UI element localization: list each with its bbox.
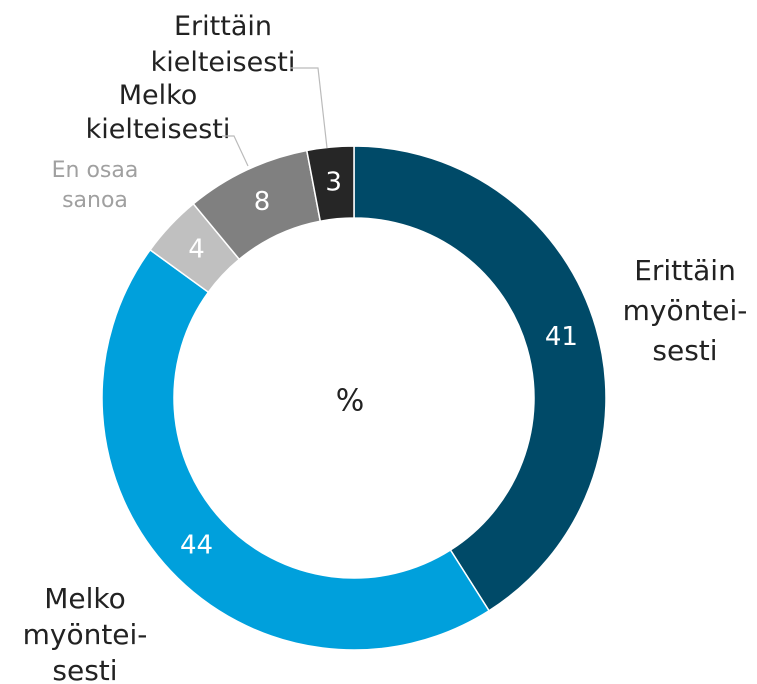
category-label: Melko myöntei-sesti bbox=[23, 582, 148, 684]
value-label: 4 bbox=[188, 235, 205, 265]
value-label: 3 bbox=[325, 167, 342, 197]
donut-segment bbox=[101, 248, 491, 651]
leader-line bbox=[290, 67, 328, 149]
center-label: % bbox=[336, 384, 365, 419]
value-label: 44 bbox=[180, 530, 213, 560]
category-label: En osaa sanoa bbox=[52, 158, 139, 213]
donut-segment bbox=[305, 145, 355, 223]
category-label: Melko kielteisesti bbox=[86, 80, 231, 145]
leader-line bbox=[222, 135, 249, 167]
category-label: Erittäin myöntei-sesti bbox=[623, 254, 748, 367]
donut-segment bbox=[353, 145, 607, 612]
category-label: Erittäin kielteisesti bbox=[151, 11, 296, 78]
value-label: 41 bbox=[545, 322, 578, 352]
value-label: 8 bbox=[254, 187, 271, 217]
